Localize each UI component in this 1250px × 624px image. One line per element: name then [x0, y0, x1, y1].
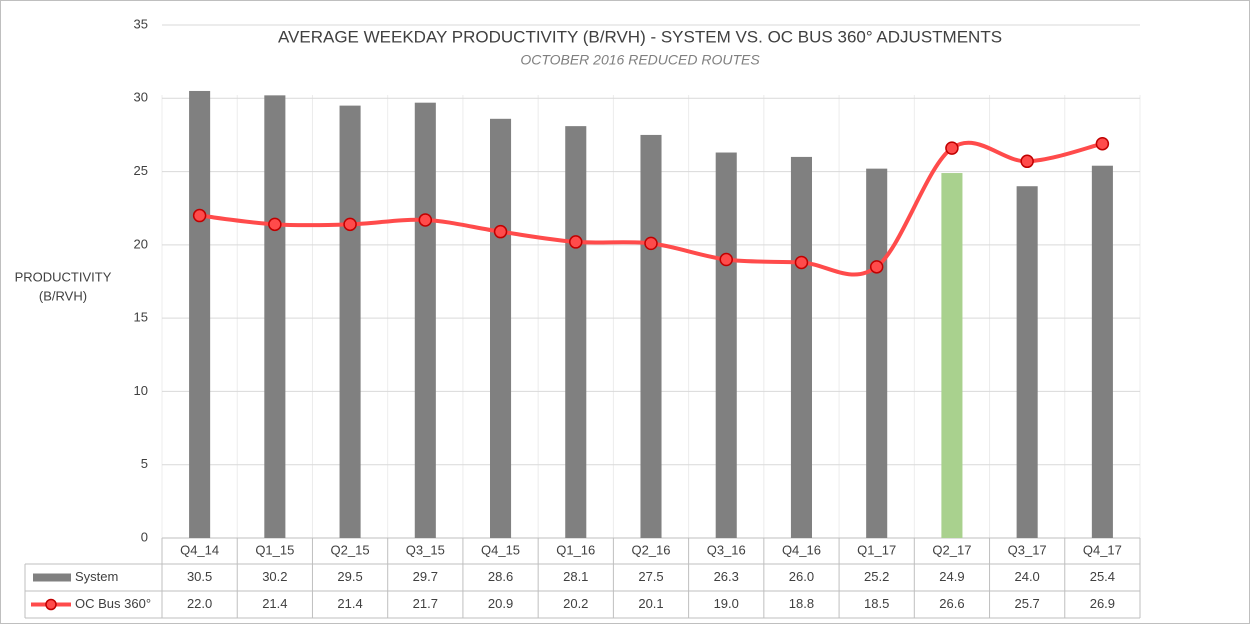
table-value: 29.7 [413, 569, 438, 584]
table-value: 28.1 [563, 569, 588, 584]
y-tick-label: 35 [134, 16, 148, 31]
line-marker [1020, 154, 1034, 169]
table-value: 26.3 [714, 569, 739, 584]
table-value: 21.7 [413, 596, 438, 611]
x-tick-label: Q3_15 [406, 542, 445, 557]
y-tick-label: 15 [134, 310, 148, 325]
bar [640, 134, 662, 538]
line-marker [644, 236, 658, 251]
bar [790, 156, 812, 538]
table-value: 30.5 [187, 569, 212, 584]
y-tick-label: 30 [134, 90, 148, 105]
table-value: 19.0 [714, 596, 739, 611]
y-tick-label: 5 [141, 456, 148, 471]
legend-swatch [45, 598, 57, 611]
table-value: 21.4 [337, 596, 362, 611]
legend-label: OC Bus 360° [75, 596, 151, 611]
bar [490, 118, 512, 538]
table-value: 25.2 [864, 569, 889, 584]
x-tick-label: Q4_15 [481, 542, 520, 557]
line-marker [1095, 136, 1110, 151]
bar [866, 168, 888, 538]
x-tick-label: Q2_15 [331, 542, 370, 557]
table-value: 25.4 [1090, 569, 1115, 584]
table-value: 22.0 [187, 596, 212, 611]
table-value: 29.5 [337, 569, 362, 584]
table-value: 28.6 [488, 569, 513, 584]
y-tick-label: 0 [141, 529, 148, 544]
line-marker [569, 235, 583, 249]
chart-subtitle: OCTOBER 2016 REDUCED ROUTES [520, 52, 760, 68]
line-marker [869, 260, 884, 274]
x-tick-label: Q1_16 [556, 542, 595, 557]
legend-swatch [33, 573, 71, 582]
line-marker [794, 255, 809, 270]
table-value: 26.9 [1090, 596, 1115, 611]
y-tick-label: 10 [134, 383, 148, 398]
table-value: 21.4 [262, 596, 287, 611]
table-value: 20.9 [488, 596, 513, 611]
table-value: 26.0 [789, 569, 814, 584]
x-tick-label: Q4_16 [782, 542, 821, 557]
table-value: 20.1 [638, 596, 663, 611]
y-tick-label: 20 [134, 236, 148, 251]
table-value: 26.6 [939, 596, 964, 611]
bar [264, 95, 286, 539]
x-tick-label: Q3_17 [1008, 542, 1047, 557]
x-tick-label: Q1_15 [255, 542, 294, 557]
x-tick-label: Q2_17 [932, 542, 971, 557]
x-tick-label: Q3_16 [707, 542, 746, 557]
line-marker [192, 208, 207, 223]
line-marker [418, 213, 433, 227]
line-marker [343, 217, 357, 232]
x-tick-label: Q1_17 [857, 542, 896, 557]
table-value: 18.5 [864, 596, 889, 611]
bar [565, 126, 587, 539]
line-marker [493, 224, 508, 239]
line-marker [945, 141, 959, 155]
x-tick-label: Q2_16 [631, 542, 670, 557]
bar [189, 90, 211, 538]
y-axis-label: PRODUCTIVITY [15, 269, 112, 284]
table-value: 30.2 [262, 569, 287, 584]
line-marker [719, 252, 733, 267]
bar [414, 102, 436, 538]
bar [941, 173, 963, 538]
legend-label: System [75, 569, 118, 584]
table-value: 25.7 [1014, 596, 1039, 611]
bar [715, 152, 737, 538]
table-value: 18.8 [789, 596, 814, 611]
bar [1091, 165, 1113, 539]
table-value: 27.5 [638, 569, 663, 584]
y-tick-label: 25 [134, 163, 148, 178]
table-value: 20.2 [563, 596, 588, 611]
bar [339, 105, 361, 538]
table-value: 24.9 [939, 569, 964, 584]
chart-title: AVERAGE WEEKDAY PRODUCTIVITY (B/RVH) - S… [278, 27, 1002, 46]
line-marker [268, 217, 282, 232]
bar [1016, 186, 1038, 538]
x-tick-label: Q4_14 [180, 542, 219, 557]
y-axis-label: (B/RVH) [39, 288, 87, 303]
x-tick-label: Q4_17 [1083, 542, 1122, 557]
table-value: 24.0 [1014, 569, 1039, 584]
